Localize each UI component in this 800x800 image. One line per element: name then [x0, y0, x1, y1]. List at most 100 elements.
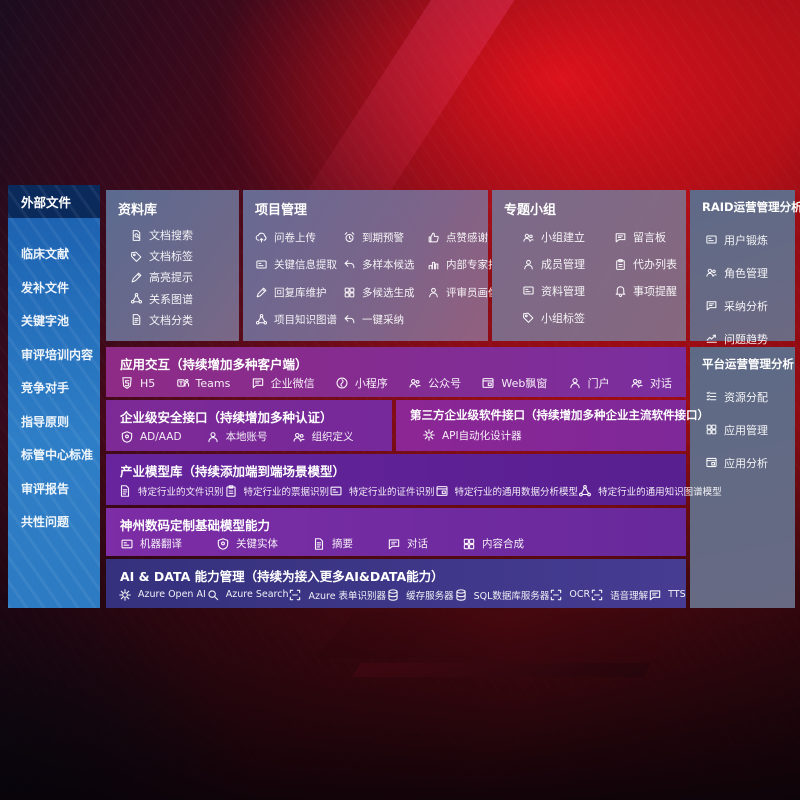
info-extract-icon [255, 258, 268, 271]
item-label: 本地账号 [225, 431, 268, 443]
feature-item[interactable]: 用户锻炼 [705, 223, 795, 256]
issue-trend-icon [705, 332, 718, 345]
feature-item[interactable]: Azure Search [206, 588, 289, 602]
ocr-icon [549, 588, 563, 602]
item-label: 代办列表 [633, 258, 677, 272]
feature-item[interactable]: 文档标签 [130, 248, 239, 264]
feature-item[interactable]: 高亮提示 [130, 269, 239, 285]
feature-item[interactable]: Azure 表单识别器 [288, 588, 386, 602]
panel-group-items: 小组建立 留言板 成员管理 代办列表资料管理 事项提醒 小组标签 [492, 218, 686, 341]
feature-item[interactable]: 文档分类 [130, 312, 239, 328]
feature-item[interactable]: 回复库维护 [255, 285, 343, 300]
feature-item[interactable]: 应用分析 [705, 446, 795, 479]
feature-item[interactable]: 采纳分析 [705, 289, 795, 322]
item-label: Azure Search [225, 589, 289, 600]
feature-item[interactable]: OCR [549, 588, 590, 602]
item-label: 门户 [587, 377, 610, 390]
feature-item[interactable]: 应用管理 [705, 413, 795, 446]
feature-item[interactable]: 特定行业的通用数据分析模型 [435, 484, 578, 498]
sidebar-item[interactable]: 审评报告 [21, 472, 100, 506]
feature-item[interactable]: 小组建立 [522, 229, 614, 245]
feature-item[interactable]: 特定行业的通用知识图谱模型 [578, 484, 722, 498]
sidebar-item[interactable]: 发补文件 [21, 271, 100, 305]
feature-item[interactable]: 角色管理 [705, 256, 795, 289]
feature-item[interactable]: 缓存服务器 [386, 588, 454, 602]
feature-item[interactable]: 点赞感谢 [427, 230, 509, 245]
dialog-icon [630, 376, 644, 390]
feature-item[interactable]: 对话 [630, 375, 672, 391]
feature-item[interactable]: 关系图谱 [130, 291, 239, 307]
feature-item[interactable]: 特定行业的文件识别 [118, 484, 224, 498]
band-app-interaction: 应用交互（持续增加多种客户端） H5 Teams 企业微信 小程序 公众号 Web飘窗 门户… [106, 347, 686, 397]
item-label: 项目知识图谱 [274, 313, 337, 326]
feature-item[interactable]: 项目知识图谱 [255, 312, 343, 327]
feature-item[interactable]: 事项提醒 [614, 283, 686, 299]
feature-item[interactable]: 门户 [568, 375, 610, 391]
feature-item[interactable]: 到期预警 [343, 230, 427, 245]
feature-item[interactable]: 评审员画像 [427, 285, 509, 300]
sidebar-item[interactable]: 关键字池 [21, 304, 100, 338]
feature-item[interactable]: 对话 [387, 536, 428, 551]
feature-item[interactable]: 问卷上传 [255, 230, 343, 245]
feature-item[interactable]: 公众号 [408, 375, 461, 391]
feature-item[interactable]: 摘要 [312, 536, 353, 551]
feature-item[interactable]: 本地账号 [206, 429, 268, 444]
feature-item[interactable]: Teams [176, 376, 230, 390]
band-interaction-title: 应用交互（持续增加多种客户端） [120, 357, 308, 372]
feature-item[interactable]: 多样本候选 [343, 257, 427, 272]
feature-item[interactable]: 语音理解 [590, 588, 648, 602]
sidebar-item[interactable]: 指导原则 [21, 405, 100, 439]
feature-item[interactable]: 关键信息提取 [255, 257, 343, 272]
dialogue-icon [387, 537, 401, 551]
feature-item[interactable]: TTS [648, 588, 686, 602]
data-analysis-model-icon [435, 484, 449, 498]
feature-item[interactable]: 资料管理 [522, 283, 614, 299]
project-knowledge-graph-icon [255, 313, 268, 326]
feature-item[interactable]: 留言板 [614, 229, 686, 245]
item-label: 关键信息提取 [274, 259, 337, 272]
feature-item[interactable]: Azure Open AI [118, 588, 206, 602]
item-label: 小组建立 [541, 231, 585, 245]
feature-item[interactable]: API自动化设计器 [422, 428, 522, 443]
azure-search-icon [206, 588, 220, 602]
feature-item[interactable]: 文档搜索 [130, 227, 239, 243]
feature-item[interactable]: 多候选生成 [343, 285, 427, 300]
feature-item[interactable]: Web飘窗 [481, 375, 547, 391]
item-label: 文档搜索 [149, 229, 193, 243]
feature-item[interactable]: 成员管理 [522, 256, 614, 272]
sidebar-item[interactable]: 标管中心标准 [21, 438, 100, 472]
reminder-bell-icon [614, 284, 627, 298]
sidebar-item[interactable]: 共性问题 [21, 505, 100, 539]
feature-item[interactable]: SQL数据库服务器 [454, 588, 549, 602]
alarm-icon [343, 231, 356, 244]
feature-item[interactable]: 资源分配 [705, 380, 795, 413]
local-account-icon [206, 430, 220, 444]
feature-item[interactable]: 组织定义 [292, 429, 354, 444]
item-label: 组织定义 [311, 431, 354, 443]
feature-item[interactable]: 问题趋势 [705, 322, 795, 355]
item-label: AD/AAD [140, 430, 182, 443]
feature-item[interactable]: AD/AAD [120, 430, 182, 444]
item-label: 一键采纳 [362, 313, 404, 326]
feature-item[interactable]: 小组标签 [522, 310, 614, 326]
feature-item[interactable]: 小程序 [335, 375, 388, 391]
feature-item[interactable]: H5 [120, 376, 155, 390]
feature-item[interactable]: 内容合成 [462, 536, 524, 551]
item-label: 多候选生成 [362, 286, 415, 299]
api-designer-icon [422, 428, 436, 442]
feature-item[interactable]: 企业微信 [251, 375, 315, 391]
sidebar-item[interactable]: 审评培训内容 [21, 338, 100, 372]
sidebar-item[interactable]: 临床文献 [21, 237, 100, 271]
thumbs-up-icon [427, 231, 440, 244]
feature-item[interactable]: 关键实体 [216, 536, 278, 551]
feature-item[interactable]: 机器翻译 [120, 536, 182, 551]
feature-item[interactable]: 代办列表 [614, 256, 686, 272]
sidebar-item[interactable]: 竞争对手 [21, 371, 100, 405]
panel-raid-title: RAID运营管理分析 [702, 200, 800, 214]
panel-project-items: 问卷上传 到期预警 点赞感谢 关键信息提取 多样本候选 内部专家排名 回复库维护 多候选生成评… [243, 218, 509, 341]
feature-item[interactable]: 一键采纳 [343, 312, 427, 327]
feature-item[interactable]: 特定行业的票据识别 [224, 484, 329, 498]
item-label: OCR [569, 589, 591, 600]
ad-shield-icon [120, 430, 134, 444]
feature-item[interactable]: 特定行业的证件识别 [329, 484, 435, 498]
